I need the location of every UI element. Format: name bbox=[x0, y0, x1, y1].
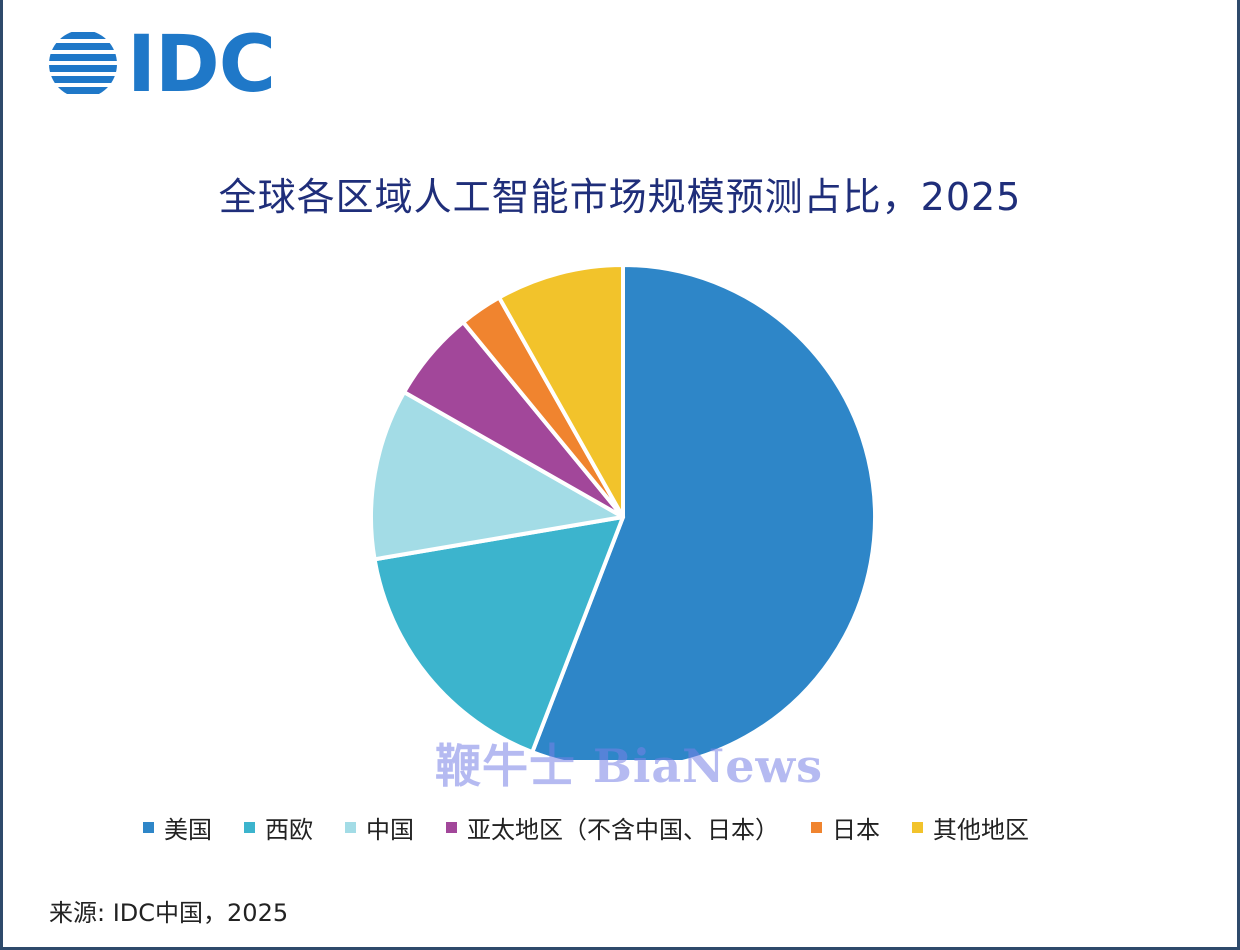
chart-legend: 美国 西欧 中国 亚太地区（不含中国、日本） 日本 其他地区 bbox=[143, 810, 1061, 844]
pie-slice-5 bbox=[497, 263, 625, 519]
legend-item-1: 西欧 bbox=[244, 810, 313, 845]
legend-label: 西欧 bbox=[265, 815, 313, 844]
pie-chart bbox=[369, 263, 877, 760]
legend-label: 日本 bbox=[832, 815, 880, 844]
legend-swatch bbox=[811, 821, 822, 833]
legend-item-4: 日本 bbox=[811, 810, 880, 845]
source-note: 来源: IDC中国，2025 bbox=[49, 899, 289, 927]
legend-swatch bbox=[912, 821, 923, 833]
legend-item-3: 亚太地区（不含中国、日本） bbox=[446, 810, 779, 845]
legend-item-0: 美国 bbox=[143, 810, 212, 845]
legend-label: 中国 bbox=[366, 815, 414, 844]
legend-item-2: 中国 bbox=[345, 810, 414, 845]
legend-label: 其他地区 bbox=[933, 815, 1029, 844]
pie-slice-2 bbox=[369, 390, 625, 562]
legend-swatch bbox=[345, 821, 356, 833]
pie-slice-1 bbox=[372, 515, 625, 755]
globe-icon bbox=[49, 32, 117, 94]
idc-logo: IDC bbox=[47, 20, 297, 110]
chart-title: 全球各区域人工智能市场规模预测占比，2025 bbox=[218, 175, 1022, 219]
watermark: 鞭牛士 BiaNews bbox=[435, 739, 823, 793]
legend-item-5: 其他地区 bbox=[912, 810, 1029, 845]
legend-label: 亚太地区（不含中国、日本） bbox=[467, 815, 779, 844]
legend-label: 美国 bbox=[164, 815, 212, 844]
legend-swatch bbox=[143, 821, 154, 833]
legend-swatch bbox=[244, 821, 255, 833]
legend-swatch bbox=[446, 821, 457, 833]
pie-slice-0 bbox=[530, 263, 877, 760]
logo-text: IDC bbox=[127, 20, 276, 110]
